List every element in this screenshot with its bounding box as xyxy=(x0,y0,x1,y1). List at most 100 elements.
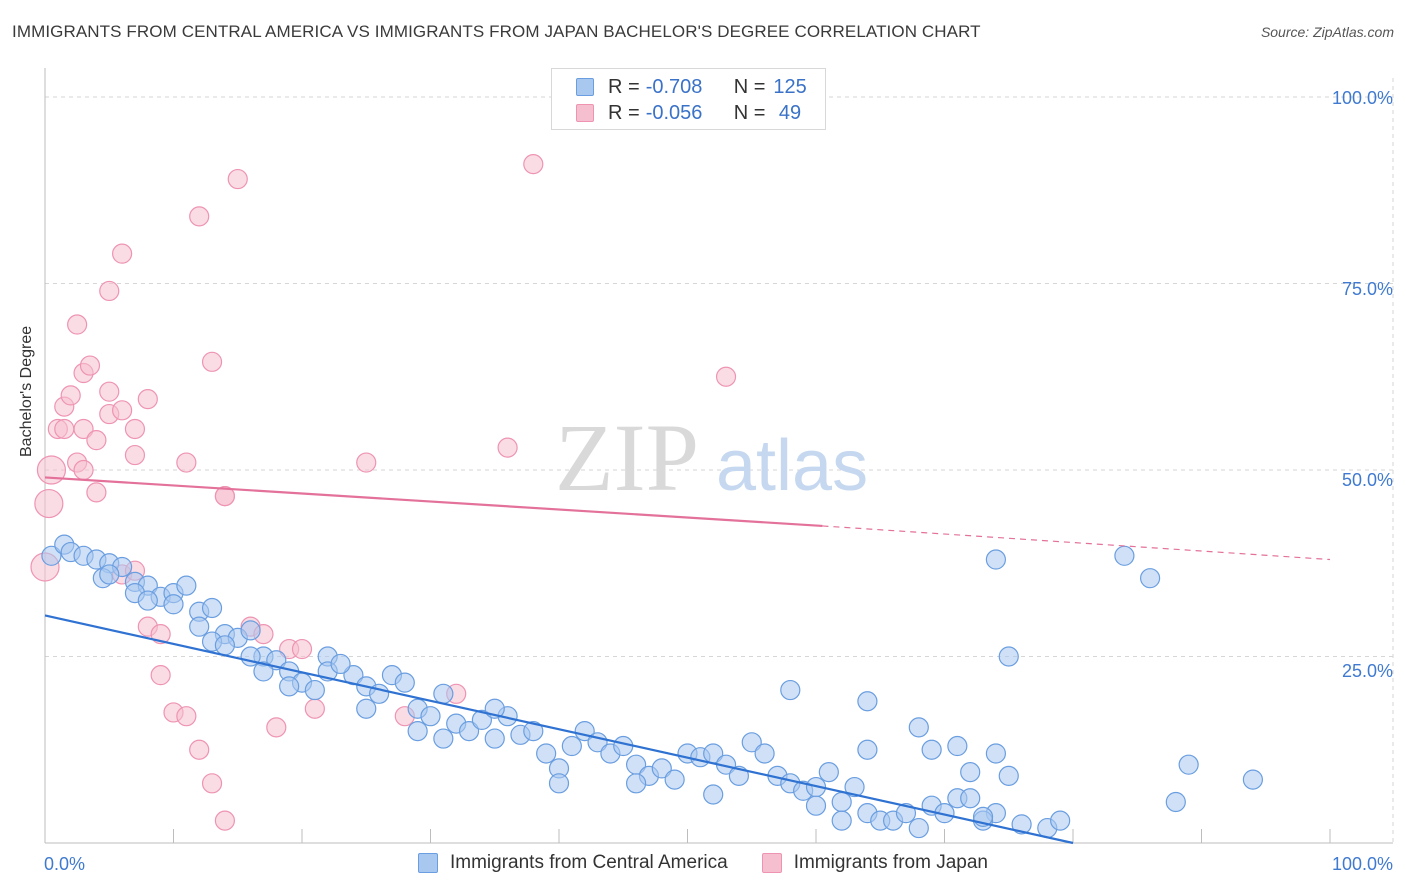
series-legend: Immigrants from Central America Immigran… xyxy=(418,852,1022,874)
point-central-america xyxy=(1114,545,1135,566)
point-central-america xyxy=(484,728,505,749)
source-credit: Source: ZipAtlas.com xyxy=(1260,24,1394,40)
point-central-america xyxy=(921,739,942,760)
legend-n-label: N = xyxy=(733,101,766,124)
point-central-america xyxy=(1242,769,1264,790)
point-japan xyxy=(189,739,210,760)
point-japan xyxy=(176,452,197,473)
point-central-america xyxy=(240,620,261,641)
series-legend-japan[interactable]: Immigrants from Japan xyxy=(761,852,988,874)
point-japan xyxy=(86,430,107,451)
point-central-america xyxy=(304,679,325,701)
legend-r-label: R = xyxy=(608,101,640,124)
point-central-america xyxy=(703,784,724,805)
point-central-america xyxy=(214,635,235,656)
point-central-america xyxy=(356,698,377,719)
point-central-america xyxy=(561,735,582,757)
chart-title: IMMIGRANTS FROM CENTRAL AMERICA VS IMMIG… xyxy=(12,22,981,41)
point-central-america xyxy=(857,691,878,712)
point-central-america xyxy=(420,706,441,727)
point-japan xyxy=(99,381,120,402)
point-central-america xyxy=(433,683,454,704)
point-japan xyxy=(189,206,210,227)
legend-r-label: R = xyxy=(608,75,640,98)
point-japan xyxy=(150,624,171,645)
point-japan xyxy=(214,810,235,831)
trend-line-japan-extension xyxy=(822,525,1331,561)
point-central-america xyxy=(1011,814,1032,835)
point-japan xyxy=(36,455,67,485)
point-japan xyxy=(201,773,223,794)
point-central-america xyxy=(780,679,801,701)
trend-lines xyxy=(44,476,1331,845)
point-central-america xyxy=(176,575,197,596)
point-japan xyxy=(356,452,377,473)
point-japan xyxy=(523,154,544,175)
point-central-america xyxy=(523,720,544,742)
point-central-america xyxy=(908,817,929,839)
point-japan xyxy=(124,444,146,466)
point-japan xyxy=(214,486,235,507)
point-japan xyxy=(73,459,94,481)
point-central-america xyxy=(857,739,878,760)
point-japan xyxy=(497,437,518,458)
watermark-zip: ZIP xyxy=(555,404,699,511)
point-central-america xyxy=(471,709,492,731)
point-japan xyxy=(137,389,158,410)
point-central-america xyxy=(960,762,981,783)
point-japan xyxy=(176,706,197,727)
point-japan xyxy=(201,351,223,372)
point-japan xyxy=(291,638,313,660)
point-central-america xyxy=(1178,754,1199,775)
series-swatch-pink xyxy=(761,853,782,873)
watermark-atlas: atlas xyxy=(716,426,868,506)
x-tick-label-min: 0.0% xyxy=(44,854,85,874)
point-central-america xyxy=(548,773,570,794)
point-japan xyxy=(304,698,325,719)
point-central-america xyxy=(41,545,62,566)
point-central-america xyxy=(137,590,158,611)
point-central-america xyxy=(960,788,981,809)
point-japan xyxy=(124,418,146,440)
series-swatch-blue xyxy=(418,853,438,873)
point-central-america xyxy=(625,773,647,794)
point-central-america xyxy=(818,762,839,783)
point-central-america xyxy=(985,549,1007,570)
point-japan xyxy=(111,400,133,421)
point-central-america xyxy=(831,810,852,831)
point-japan xyxy=(79,355,101,376)
point-japan xyxy=(266,717,287,738)
point-japan xyxy=(227,168,248,190)
point-japan xyxy=(99,280,120,302)
point-central-america xyxy=(908,717,929,738)
y-axis-label: Bachelor's Degree xyxy=(18,325,35,457)
point-central-america xyxy=(407,720,428,742)
point-japan xyxy=(54,418,75,440)
point-central-america xyxy=(985,743,1007,764)
series-legend-central-america[interactable]: Immigrants from Central America xyxy=(418,852,728,874)
legend-swatch-blue xyxy=(576,78,594,96)
legend-n-value: 125 xyxy=(773,75,807,98)
point-japan xyxy=(86,482,107,503)
point-central-america xyxy=(253,661,274,682)
point-japan xyxy=(715,366,737,387)
point-central-america xyxy=(163,594,184,615)
point-central-america xyxy=(664,769,685,790)
point-central-america xyxy=(1139,568,1161,589)
point-central-america xyxy=(998,765,1019,786)
point-central-america xyxy=(754,743,775,764)
point-central-america xyxy=(998,646,1019,667)
point-central-america xyxy=(947,735,968,757)
y-tick-label-25: 25.0% xyxy=(1342,661,1393,681)
series-central-america-points xyxy=(41,534,1264,839)
watermark: ZIP atlas xyxy=(555,404,868,511)
y-tick-label-100: 100.0% xyxy=(1332,88,1393,108)
point-central-america xyxy=(895,803,917,824)
legend-n-label: N = xyxy=(733,75,766,98)
point-central-america xyxy=(1165,791,1186,813)
point-central-america xyxy=(201,597,223,619)
point-japan xyxy=(34,488,64,519)
point-central-america xyxy=(844,776,865,798)
legend-r-value: -0.056 xyxy=(645,101,703,124)
x-tick-label-max: 100.0% xyxy=(1332,854,1393,874)
